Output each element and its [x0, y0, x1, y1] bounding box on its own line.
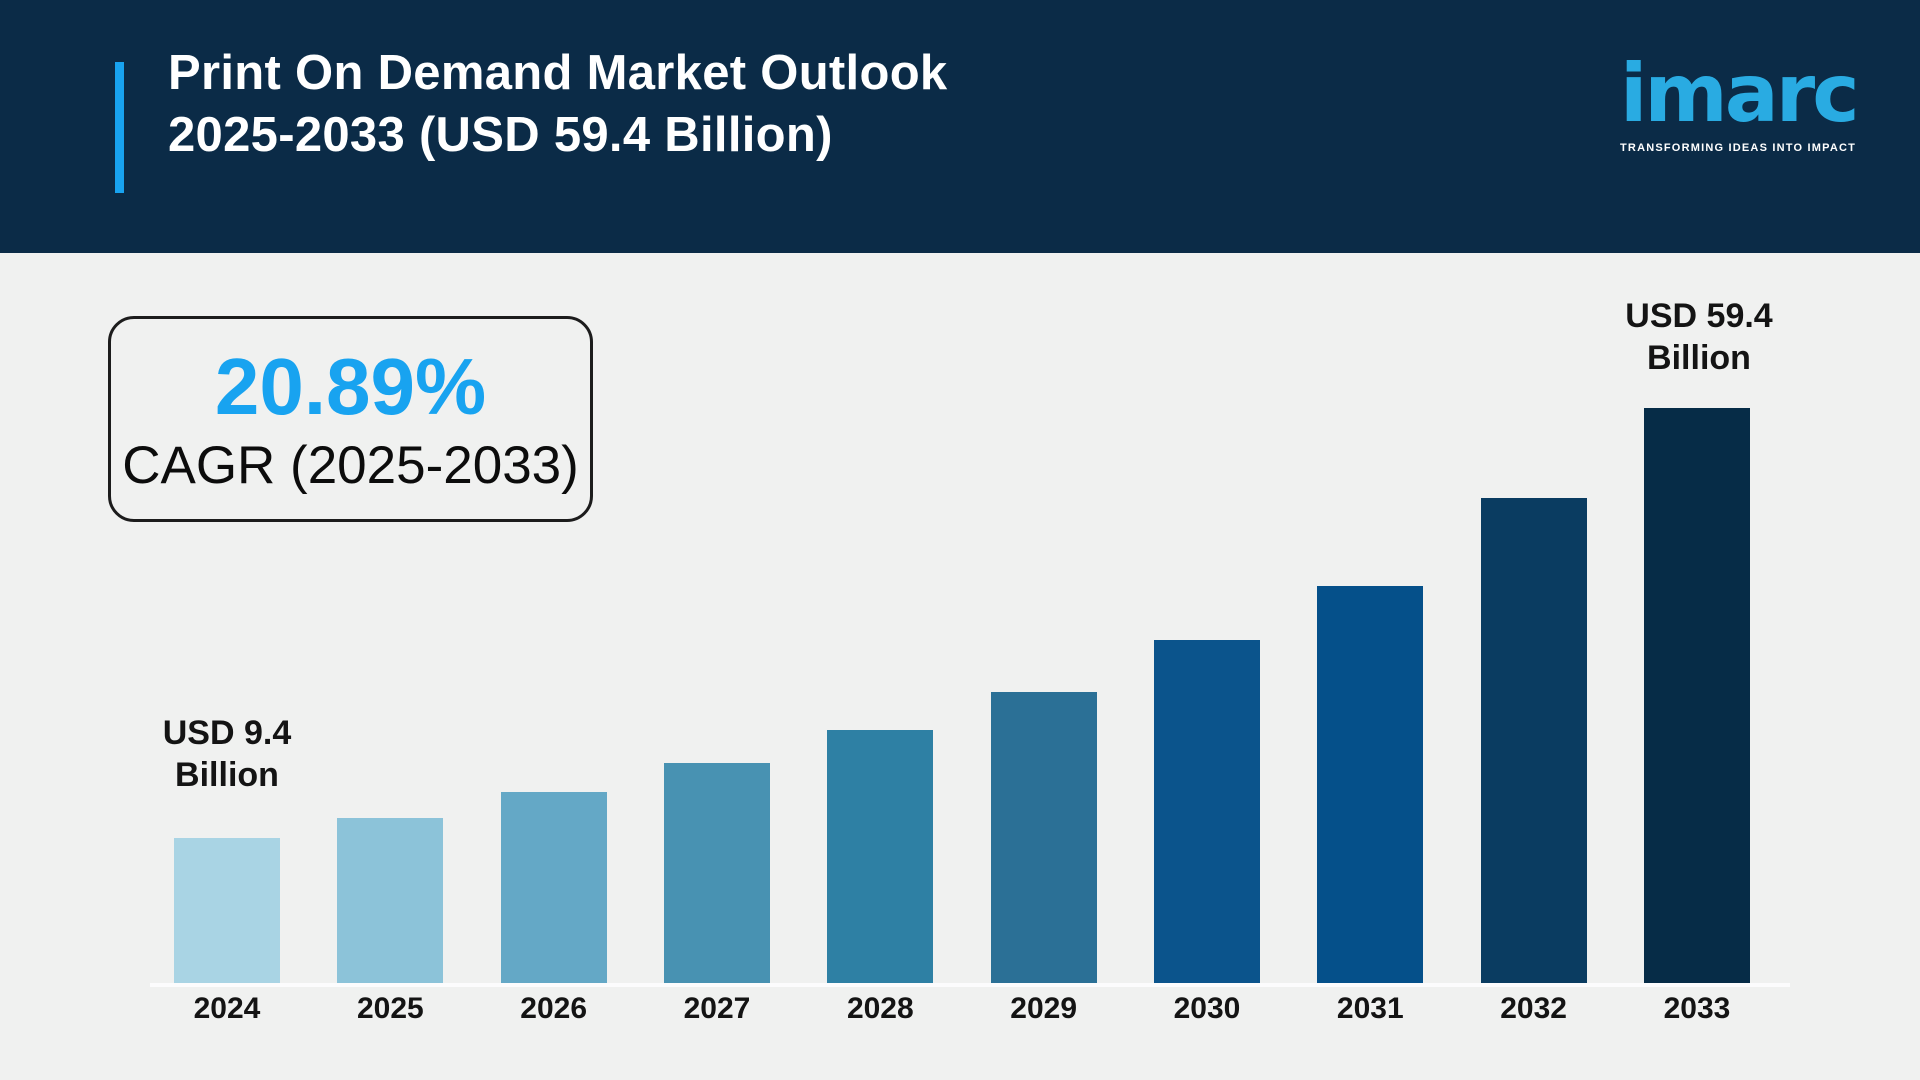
year-label-2024: 2024 — [193, 992, 261, 1025]
header: Print On Demand Market Outlook 2025-2033… — [0, 0, 1920, 253]
bar-2033 — [1643, 408, 1750, 983]
bar-2026 — [500, 792, 607, 983]
bar-2027 — [663, 763, 770, 983]
bar-column-2027: 2027 — [663, 763, 770, 1025]
end-value-line1: USD 59.4 — [1625, 297, 1773, 335]
start-value-line2: Billion — [175, 756, 279, 794]
bar-2030 — [1153, 640, 1260, 983]
bar-2029 — [990, 692, 1097, 983]
bar-2032 — [1480, 498, 1587, 983]
bar-column-2030: 2030 — [1153, 640, 1260, 1025]
cagr-callout-box: 20.89% CAGR (2025-2033) — [108, 316, 593, 522]
end-value-line2: Billion — [1647, 339, 1751, 377]
bar-2031 — [1317, 586, 1424, 983]
title-accent-bar — [115, 62, 124, 193]
year-label-2032: 2032 — [1500, 992, 1567, 1025]
page-title-line1: Print On Demand Market Outlook — [168, 46, 948, 100]
imarc-logo: imarc TRANSFORMING IDEAS INTO IMPACT — [1620, 47, 1880, 155]
start-value-line1: USD 9.4 — [162, 714, 292, 752]
bar-column-2028: 2028 — [827, 730, 934, 1025]
year-label-2030: 2030 — [1173, 992, 1241, 1025]
bar-column-2029: 2029 — [990, 692, 1097, 1025]
bar-chart: 2024 2025 2026 2027 2028 2029 2030 2031 2032 2033 — [174, 0, 1750, 1025]
year-label-2028: 2028 — [846, 992, 914, 1025]
bar-column-2025: 2025 — [337, 818, 444, 1025]
x-axis-baseline — [150, 983, 1790, 987]
imarc-logo-wordmark: imarc — [1620, 47, 1860, 140]
bar-column-2031: 2031 — [1317, 586, 1424, 1025]
bar-2025 — [337, 818, 444, 983]
cagr-label: CAGR (2025-2033) — [122, 435, 579, 495]
imarc-logo-tagline: TRANSFORMING IDEAS INTO IMPACT — [1620, 142, 1857, 154]
bar-column-2024: 2024 — [174, 838, 280, 1025]
cagr-value: 20.89% — [214, 341, 487, 431]
year-label-2025: 2025 — [356, 992, 424, 1025]
year-label-2033: 2033 — [1663, 992, 1731, 1025]
end-value-label: USD 59.4 Billion — [1549, 295, 1849, 379]
year-label-2029: 2029 — [1010, 992, 1078, 1025]
bar-column-2033: 2033 — [1643, 408, 1750, 1025]
page-title-line2: 2025-2033 (USD 59.4 Billion) — [168, 108, 833, 162]
bar-2024 — [174, 838, 280, 983]
bar-2028 — [827, 730, 934, 983]
page-title: Print On Demand Market Outlook 2025-2033… — [168, 42, 947, 166]
year-label-2026: 2026 — [520, 992, 588, 1025]
year-label-2031: 2031 — [1336, 992, 1404, 1025]
bar-column-2026: 2026 — [500, 792, 607, 1025]
start-value-label: USD 9.4 Billion — [77, 712, 377, 796]
year-label-2027: 2027 — [683, 992, 751, 1025]
bar-column-2032: 2032 — [1480, 498, 1587, 1025]
